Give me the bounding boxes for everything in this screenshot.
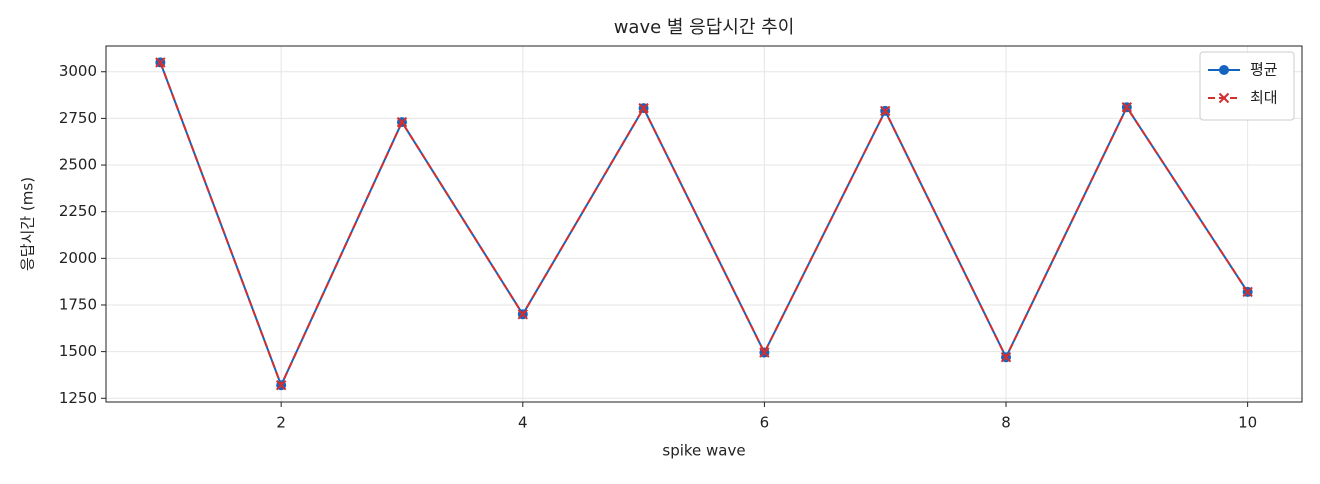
y-tick-label: 3000 xyxy=(59,62,97,80)
grid xyxy=(106,46,1302,402)
y-tick-label: 2750 xyxy=(59,109,97,127)
marker xyxy=(1218,92,1230,104)
chart-title: wave 별 응답시간 추이 xyxy=(614,17,795,38)
x-tick-label: 10 xyxy=(1238,414,1257,432)
y-tick-label: 1750 xyxy=(59,295,97,313)
marker xyxy=(396,116,408,128)
marker xyxy=(1219,65,1229,75)
legend-label: 평균 xyxy=(1250,61,1278,79)
y-axis-label: 응답시간 (ms) xyxy=(19,177,37,271)
marker xyxy=(517,309,528,320)
y-tick-label: 2500 xyxy=(59,156,97,174)
plot-frame xyxy=(105,45,1303,403)
x-tick-label: 2 xyxy=(276,414,286,432)
marker xyxy=(1242,286,1253,298)
legend-box xyxy=(1199,51,1295,121)
marker xyxy=(275,380,287,391)
x-tick-label: 6 xyxy=(760,414,770,432)
legend-label: 최대 xyxy=(1250,89,1278,107)
marker xyxy=(1000,352,1012,363)
y-tick-label: 2000 xyxy=(59,249,97,267)
y-tick-label: 1500 xyxy=(59,342,97,360)
marker xyxy=(1121,101,1133,113)
x-tick-label: 8 xyxy=(1001,414,1011,432)
x-tick-label: 4 xyxy=(518,414,528,432)
marker xyxy=(759,347,770,358)
series-line xyxy=(159,62,1249,388)
marker xyxy=(638,102,649,114)
plot xyxy=(155,57,1253,391)
y-tick-label: 1250 xyxy=(59,389,97,407)
marker xyxy=(155,57,166,68)
x-axis-label: spike wave xyxy=(662,442,745,460)
marker xyxy=(880,105,891,117)
y-tick-label: 2250 xyxy=(59,202,97,220)
